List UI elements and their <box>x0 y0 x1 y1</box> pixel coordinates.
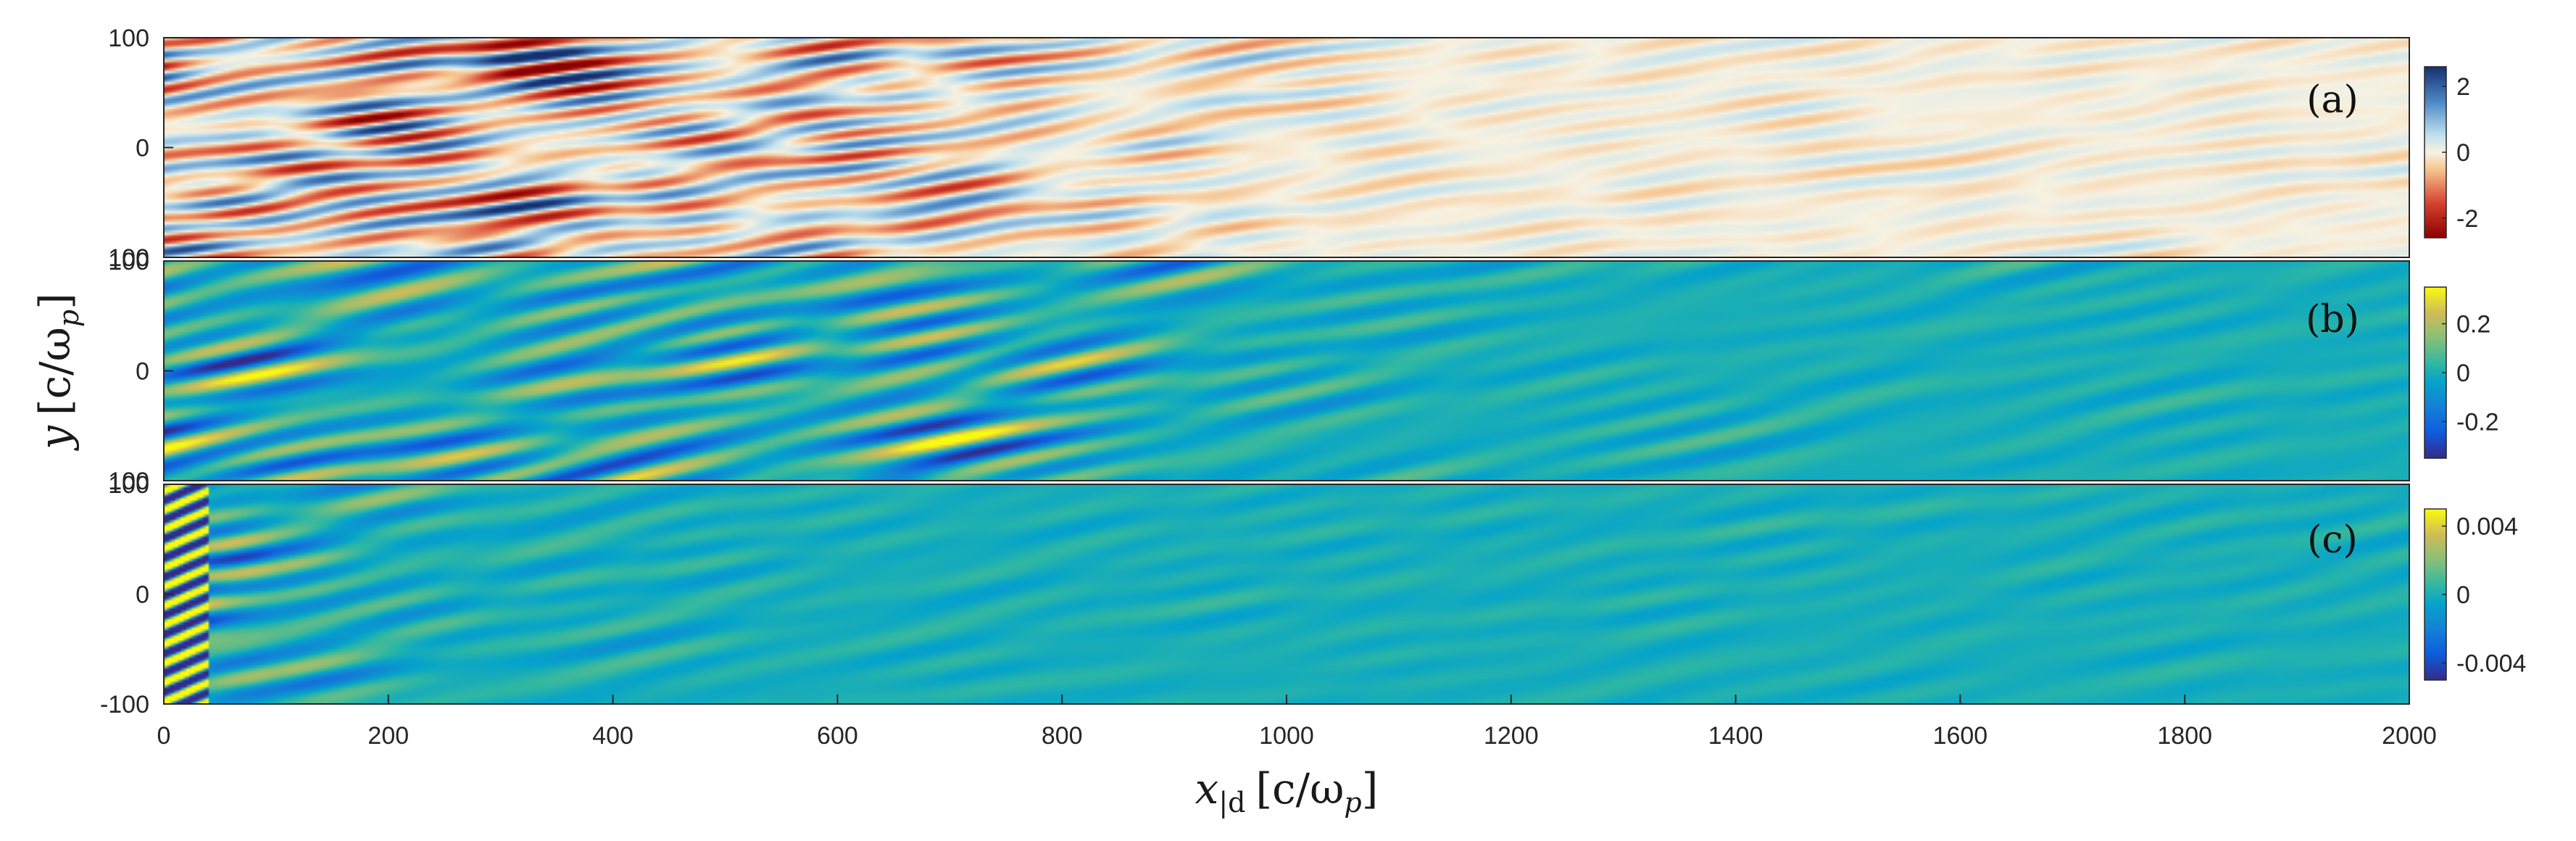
panel-b: (b) 100 0 100 0.2 0 -0.2 <box>108 248 2498 495</box>
y-tick-label: 100 <box>108 248 149 276</box>
x-tick-label: 1000 <box>1259 722 1314 750</box>
colorbar-tick-label: 0.004 <box>2456 513 2518 541</box>
panel-a-colorbar-ticks: 2 0 -2 <box>2442 73 2478 233</box>
panel-a-heatmap <box>164 38 2409 257</box>
x-tick-label: 1400 <box>1708 722 1763 750</box>
panel-b-y-ticks: 100 0 100 <box>108 248 173 495</box>
y-tick-label: 0 <box>136 581 149 609</box>
x-tick-label: 1800 <box>2157 722 2212 750</box>
y-axis-label: y[c/ωp] <box>30 293 85 452</box>
x-tick-label: 0 <box>157 722 171 750</box>
y-tick-label: 0 <box>136 358 149 386</box>
panel-c-colorbar-ticks: 0.004 0 -0.004 <box>2442 513 2526 677</box>
y-tick-label: 100 <box>108 471 149 499</box>
colorbar-tick-label: 0 <box>2456 360 2470 387</box>
colorbar-tick-label: 0 <box>2456 581 2470 609</box>
y-tick-label: -100 <box>100 691 149 718</box>
colorbar-tick-label: -2 <box>2456 205 2478 233</box>
colorbar-tick-label: 0.2 <box>2456 311 2490 339</box>
x-tick-label: 800 <box>1042 722 1083 750</box>
y-tick-label: 100 <box>108 25 149 52</box>
x-tick-label: 1200 <box>1484 722 1539 750</box>
y-tick-label: 100 <box>108 244 149 272</box>
x-tick-label: 1600 <box>1933 722 1988 750</box>
panel-c-y-ticks: 100 0 -100 <box>100 471 173 718</box>
panel-c-label: (c) <box>2307 518 2358 562</box>
x-axis-ticks: 0 200 400 600 800 1000 1200 1400 1600 1800 2000 <box>157 695 2437 750</box>
panel-c-heatmap <box>164 484 2409 704</box>
panel-c: (c) 100 0 -100 0.004 0 -0.004 <box>100 471 2526 718</box>
x-tick-label: 200 <box>367 722 409 750</box>
panel-a-y-ticks: 100 0 100 <box>108 25 173 272</box>
colorbar-tick-label: -0.004 <box>2456 650 2526 677</box>
x-tick-label: 600 <box>817 722 858 750</box>
colorbar-tick-label: -0.2 <box>2456 408 2499 436</box>
panel-a-label: (a) <box>2306 78 2359 122</box>
panel-b-heatmap <box>164 261 2409 481</box>
colorbar-tick-label: 2 <box>2456 73 2470 101</box>
colorbar-tick-label: 0 <box>2456 139 2470 167</box>
y-tick-label: 100 <box>108 468 149 495</box>
x-tick-label: 2000 <box>2382 722 2437 750</box>
panel-b-label: (b) <box>2306 298 2359 341</box>
panel-b-colorbar-ticks: 0.2 0 -0.2 <box>2442 311 2499 436</box>
x-axis-label: x|d [c/ωp] <box>1195 764 1379 819</box>
x-tick-label: 400 <box>592 722 633 750</box>
y-tick-label: 0 <box>136 135 149 162</box>
panel-a: (a) 100 0 100 2 0 -2 <box>108 25 2478 272</box>
